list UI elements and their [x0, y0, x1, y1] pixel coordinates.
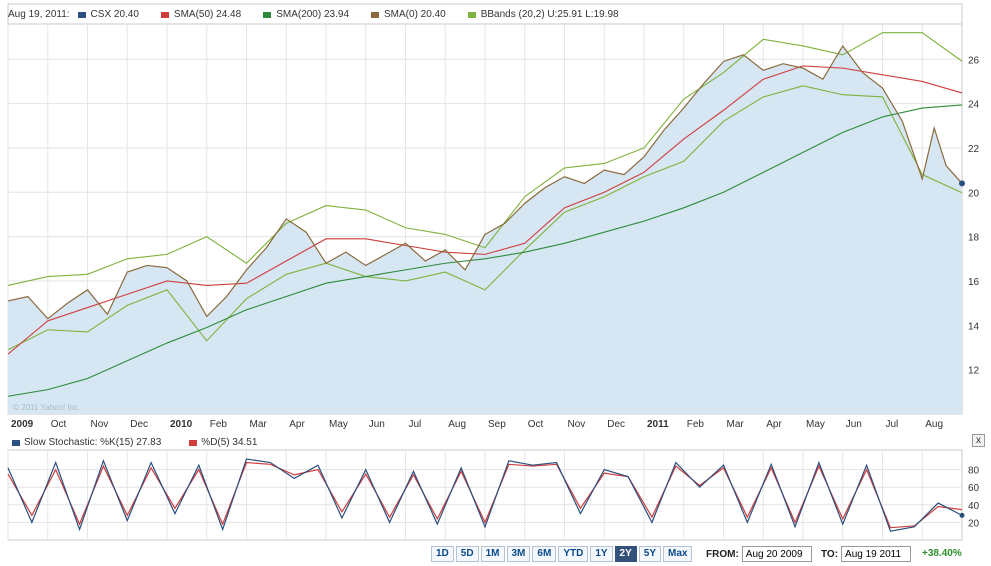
stochastic-chart: 20 40 60 80	[7, 449, 980, 541]
x-tick-label: Nov	[568, 419, 586, 430]
legend-label: CSX 20.40	[90, 9, 139, 20]
range-button-5d[interactable]: 5D	[455, 546, 479, 562]
x-tick-label: May	[329, 419, 348, 430]
x-tick-label: Dec	[607, 419, 625, 430]
to-date-input[interactable]	[841, 546, 912, 562]
range-button-ytd[interactable]: YTD	[558, 546, 589, 562]
range-button-1d[interactable]: 1D	[431, 546, 454, 562]
percent-change: +38.40%	[922, 548, 962, 559]
x-tick-label: Jul	[409, 419, 422, 430]
price-area	[8, 45, 962, 414]
x-tick-label: Mar	[250, 419, 268, 430]
to-label: TO:	[821, 548, 839, 560]
range-button-2y[interactable]: 2Y	[614, 546, 637, 562]
legend-label: SMA(0) 20.40	[384, 9, 446, 20]
legend-item-sma0: SMA(0) 20.40	[371, 9, 446, 20]
y-tick-label: 20	[968, 518, 980, 529]
x-tick-label: Aug	[448, 419, 466, 430]
legend-label: %D(5) 34.51	[201, 437, 258, 448]
x-tick-label: 2010	[170, 419, 193, 430]
x-tick-label: 2011	[647, 419, 669, 430]
from-date: FROM:	[706, 546, 812, 562]
y-tick-label: 14	[968, 321, 980, 332]
x-tick-label: Apr	[289, 419, 305, 430]
y-tick-label: 40	[968, 501, 980, 512]
bband-upper-line	[7, 32, 963, 286]
y-tick-label: 24	[968, 100, 980, 111]
legend-label: SMA(50) 24.48	[173, 9, 242, 20]
legend-item-sma50: SMA(50) 24.48	[160, 9, 242, 20]
price-line	[7, 44, 963, 320]
bband-lower-line	[7, 85, 963, 351]
stoch-k-line	[7, 458, 963, 532]
x-tick-label: Jun	[846, 419, 862, 430]
legend-swatch	[263, 11, 272, 18]
x-tick-label: Aug	[925, 419, 943, 430]
x-tick-label: Feb	[687, 419, 705, 430]
y-tick-label: 60	[968, 483, 980, 494]
x-tick-label: Oct	[51, 419, 67, 430]
x-tick-label: May	[806, 419, 825, 430]
last-k-marker	[959, 512, 965, 518]
range-button-1y[interactable]: 1Y	[590, 546, 613, 562]
legend-date: Aug 19, 2011:	[8, 9, 70, 20]
range-button-6m[interactable]: 6M	[532, 546, 557, 562]
legend-swatch	[12, 439, 20, 446]
range-button-max[interactable]: Max	[663, 546, 693, 562]
x-tick-label: Oct	[528, 419, 544, 430]
legend-swatch	[160, 11, 169, 18]
x-tick-label: Sep	[488, 419, 506, 430]
legend-swatch	[189, 439, 198, 446]
x-tick-label: Mar	[727, 419, 745, 430]
y-tick-label: 26	[968, 55, 980, 66]
stochastic-legend: Slow Stochastic: %K(15) 27.83 %D(5) 34.5…	[12, 437, 285, 448]
y-tick-label: 80	[968, 466, 980, 477]
legend-swatch	[467, 11, 476, 18]
legend-item-bbands: BBands (20,2) U:25.91 L:19.98	[467, 9, 619, 20]
x-tick-label: Nov	[91, 419, 109, 430]
legend-label: SMA(200) 23.94	[276, 9, 350, 20]
legend-swatch	[371, 11, 380, 18]
legend-item-d: %D(5) 34.51	[189, 437, 257, 448]
x-tick-label: Jul	[886, 419, 899, 430]
x-tick-label: Apr	[766, 419, 782, 430]
legend-item-csx: CSX 20.40	[77, 9, 139, 20]
from-date-input[interactable]	[741, 546, 812, 562]
y-tick-label: 20	[968, 188, 980, 199]
last-price-marker	[959, 180, 965, 187]
y-tick-label: 16	[968, 277, 980, 288]
x-tick-label: Feb	[210, 419, 228, 430]
price-chart: 12 14 16 18 20 22 24 26 2009 Oct Nov Dec 2010 Feb Mar A…	[7, 3, 980, 430]
legend-item-k: Slow Stochastic: %K(15) 27.83	[12, 437, 161, 448]
sma50-line	[7, 65, 963, 355]
watermark: © 2011 Yahoo! Inc.	[13, 403, 80, 412]
stoch-d-line	[7, 461, 963, 529]
from-label: FROM:	[706, 548, 739, 560]
y-tick-label: 22	[968, 144, 980, 155]
x-tick-label: Jun	[369, 419, 385, 430]
range-selector: 1D 5D 1M 3M 6M YTD 1Y 2Y 5Y Max	[431, 546, 694, 562]
y-tick-label: 18	[968, 233, 980, 244]
range-button-5y[interactable]: 5Y	[638, 546, 662, 562]
legend-swatch	[77, 11, 86, 18]
y-tick-label: 12	[968, 366, 980, 377]
range-button-1m[interactable]: 1M	[480, 546, 505, 562]
legend-label: Slow Stochastic: %K(15) 27.83	[24, 437, 162, 448]
legend-label: BBands (20,2) U:25.91 L:19.98	[480, 9, 619, 20]
sma200-line	[7, 104, 963, 397]
x-tick-label: Dec	[130, 419, 148, 430]
legend-item-sma200: SMA(200) 23.94	[263, 9, 349, 20]
to-date: TO:	[821, 546, 912, 562]
price-legend: Aug 19, 2011: CSX 20.40 SMA(50) 24.48 SM…	[8, 9, 641, 20]
close-indicator-button[interactable]: x	[972, 434, 985, 447]
x-tick-label: 2009	[11, 419, 34, 430]
range-button-3m[interactable]: 3M	[506, 546, 531, 562]
